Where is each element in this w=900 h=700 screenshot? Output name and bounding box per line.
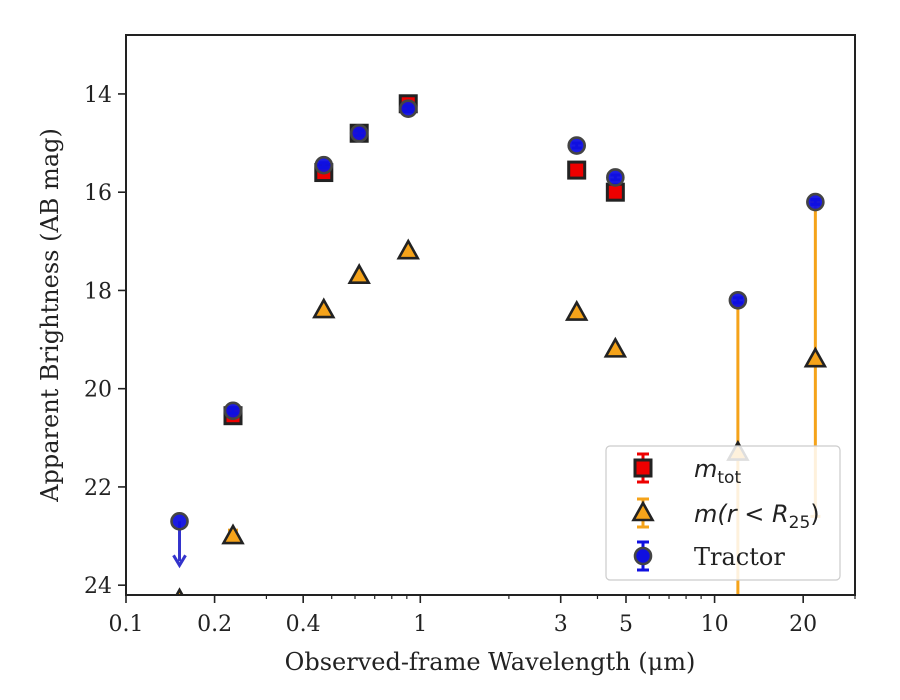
circle-marker (349, 123, 369, 143)
series-triangle (175, 200, 828, 595)
x-tick-label: 0.4 (286, 612, 321, 637)
triangle-marker (347, 263, 371, 285)
triangle-marker (221, 523, 245, 545)
triangle-marker (312, 297, 336, 319)
legend-triangle-marker (631, 500, 655, 522)
square-marker (567, 160, 587, 180)
triangle-marker (396, 238, 420, 260)
legend-circle-marker (633, 546, 653, 566)
circle-marker (398, 99, 418, 118)
circle-marker (223, 401, 243, 421)
x-tick-label: 20 (789, 612, 817, 637)
circle-marker (728, 290, 748, 310)
circle-marker (314, 155, 334, 175)
y-tick-label: 14 (84, 83, 112, 108)
legend-label: Tractor (694, 543, 785, 571)
triangle-marker (564, 299, 589, 321)
circle-marker (606, 168, 625, 187)
x-axis-title: Observed-frame Wavelength (μm) (285, 648, 696, 676)
legend: mtot m(r < R25) Tractor (605, 445, 841, 581)
circle-marker (567, 136, 587, 155)
x-tick-label: 3 (554, 612, 568, 637)
plot-frame (125, 34, 856, 596)
x-tick-label: 1 (413, 612, 427, 637)
x-tick-label: 10 (701, 612, 729, 637)
circle-marker (170, 512, 189, 531)
circle-marker (806, 192, 825, 212)
x-tick-label: 0.2 (197, 612, 232, 637)
upper-limit-arrowhead (172, 554, 187, 569)
legend-square-marker (633, 458, 653, 478)
y-axis-title: Apparent Brightness (AB mag) (36, 128, 64, 503)
y-tick-label: 16 (84, 181, 112, 206)
series-square (223, 94, 625, 426)
x-tick-label: 5 (619, 612, 633, 637)
legend-box (605, 445, 841, 581)
y-tick-label: 20 (84, 378, 112, 403)
tick-layer: 0.1 0.2 0.4 1 3 5 10 20 14 16 18 20 22 24 (84, 83, 856, 637)
triangle-marker (803, 346, 828, 368)
x-tick-label: 0.1 (109, 612, 144, 637)
legend-label: mtot (694, 455, 741, 488)
y-tick-label: 24 (84, 574, 112, 599)
data-layer (170, 94, 828, 595)
triangle-marker (603, 336, 628, 358)
y-tick-label: 18 (84, 279, 112, 304)
triangle-marker (175, 587, 184, 595)
legend-label: m(r < R25) (694, 500, 820, 533)
y-tick-label: 22 (84, 476, 112, 501)
series-circle (170, 99, 825, 569)
